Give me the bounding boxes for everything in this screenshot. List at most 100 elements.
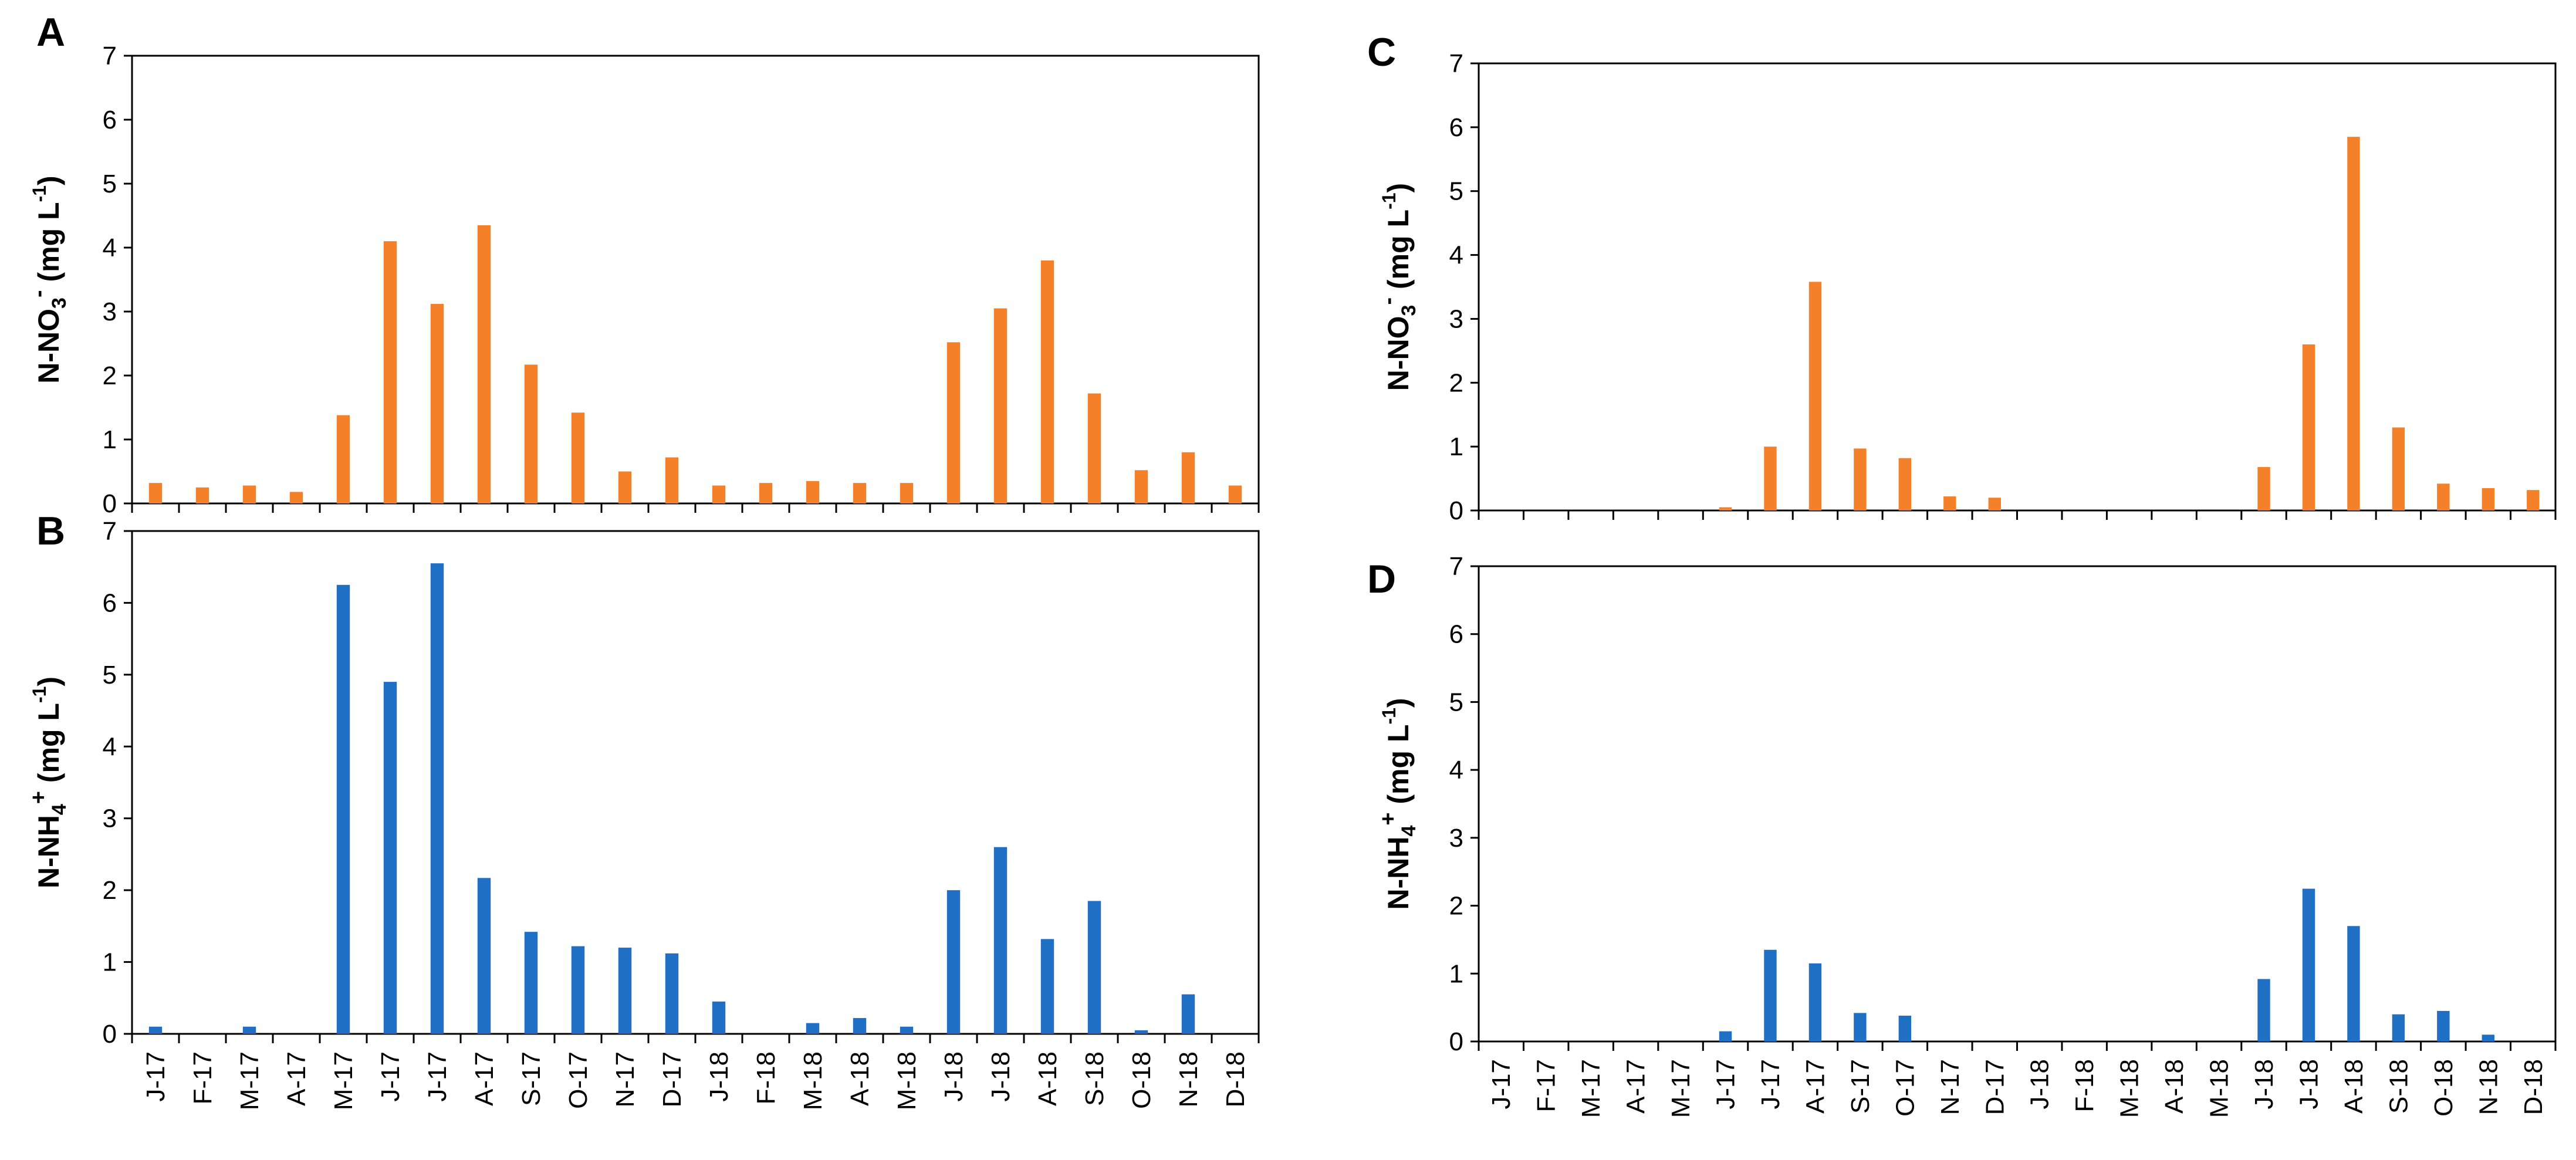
x-category-label: N-17: [611, 1051, 640, 1107]
x-category-label: J-17: [141, 1051, 170, 1102]
bar-c-6: [1764, 447, 1777, 510]
bar-b-7: [477, 878, 491, 1034]
x-category-label: F-18: [2070, 1059, 2099, 1112]
bar-a-9: [571, 412, 585, 503]
bar-d-18: [2302, 888, 2315, 1041]
y-tick-label: 2: [1449, 368, 1463, 397]
bar-a-8: [524, 364, 538, 503]
bar-a-19: [1040, 260, 1054, 503]
x-category-label: O-18: [2429, 1059, 2458, 1117]
bar-d-21: [2437, 1010, 2450, 1041]
y-axis-label: N-NH4+ (mg L-1): [26, 677, 70, 888]
bar-b-2: [242, 1026, 256, 1034]
bar-a-23: [1228, 485, 1242, 503]
bar-b-16: [900, 1026, 914, 1034]
bar-a-1: [195, 487, 209, 503]
x-category-label: F-17: [188, 1051, 217, 1104]
bar-c-22: [2482, 488, 2495, 510]
bar-d-8: [1854, 1013, 1867, 1041]
y-tick-label: 4: [103, 234, 117, 262]
bar-b-4: [336, 584, 350, 1034]
y-tick-label: 1: [103, 948, 117, 977]
bar-d-9: [1898, 1016, 1912, 1041]
x-category-label: J-18: [2250, 1059, 2278, 1110]
panel-b: B 0 1 2 3 4 5 6 7 J-17 F-17 M-17 A-17 M-17 J-17 J-17 A-1…: [26, 509, 1260, 1110]
y-tick-label: 3: [103, 804, 117, 833]
bar-a-17: [946, 342, 961, 503]
bar-a-14: [806, 481, 820, 503]
y-tick-label: 5: [1449, 688, 1463, 716]
bar-a-15: [853, 483, 867, 503]
y-tick-label: 7: [1449, 49, 1463, 78]
bar-c-19: [2347, 137, 2360, 510]
x-category-label: A-18: [1033, 1051, 1062, 1106]
y-tick-label: 2: [1449, 892, 1463, 921]
x-category-label: D-18: [2519, 1059, 2548, 1115]
y-tick-label: 5: [1449, 177, 1463, 206]
x-category-label: N-18: [2474, 1059, 2503, 1115]
bar-c-5: [1719, 507, 1732, 510]
x-category-label: S-18: [2384, 1059, 2413, 1114]
panel-letter: D: [1367, 557, 1396, 601]
panel-a: A 0 1 2 3 4 5 6 7 N-NO3- (mg L-1): [26, 10, 1260, 518]
bar-c-20: [2392, 427, 2405, 510]
x-category-label: S-17: [1846, 1059, 1875, 1114]
bar-c-21: [2437, 483, 2450, 510]
x-category-label: F-18: [752, 1051, 780, 1104]
x-category-label: J-18: [939, 1051, 968, 1102]
bar-c-9: [1898, 458, 1912, 510]
x-category-label: M-18: [2205, 1059, 2234, 1118]
bar-d-17: [2257, 979, 2270, 1041]
panel-c: C 0 1 2 3 4 5 6 7 N-NO3- (mg L-1): [1367, 30, 2557, 525]
x-category-label: J-17: [423, 1051, 452, 1102]
x-category-label: M-18: [799, 1051, 827, 1110]
y-tick-label: 1: [1449, 959, 1463, 988]
bar-b-19: [1040, 939, 1054, 1034]
bar-c-7: [1808, 282, 1822, 510]
bar-b-9: [571, 946, 585, 1034]
bar-b-15: [853, 1018, 867, 1034]
bar-a-2: [242, 485, 256, 503]
bar-a-7: [477, 225, 491, 503]
x-category-label: D-17: [658, 1051, 687, 1107]
x-category-label: J-17: [1712, 1059, 1740, 1110]
x-category-label: J-18: [2294, 1059, 2323, 1110]
bar-a-20: [1087, 393, 1101, 503]
y-tick-label: 5: [103, 661, 117, 689]
x-category-label: J-17: [1756, 1059, 1785, 1110]
x-category-label: A-17: [1622, 1059, 1651, 1114]
bar-a-12: [712, 485, 726, 503]
x-category-label: N-18: [1174, 1051, 1203, 1107]
x-category-label: J-17: [1487, 1059, 1516, 1110]
y-tick-label: 6: [103, 589, 117, 617]
y-tick-label: 4: [103, 732, 117, 761]
bar-b-22: [1181, 994, 1195, 1034]
x-category-label: D-17: [1980, 1059, 2009, 1115]
bar-b-17: [946, 890, 961, 1034]
bar-c-18: [2302, 344, 2315, 510]
y-tick-label: 1: [103, 425, 117, 454]
bar-a-0: [148, 483, 163, 503]
x-category-label: A-18: [2340, 1059, 2368, 1114]
panel-letter: B: [36, 509, 65, 553]
y-tick-label: 4: [1449, 756, 1463, 784]
x-category-label: A-17: [1801, 1059, 1830, 1114]
bar-b-6: [430, 563, 444, 1034]
panel-d: D 0 1 2 3 4 5 6 7 J-17 F-17 M-17 A-17 M-17 J-17 J-17 A-1…: [1367, 552, 2557, 1118]
bar-a-16: [900, 483, 914, 503]
bar-b-5: [383, 682, 397, 1034]
x-category-label: F-17: [1532, 1059, 1561, 1112]
x-category-label: A-17: [282, 1051, 311, 1106]
x-category-label: N-17: [1936, 1059, 1965, 1115]
y-tick-label: 7: [103, 42, 117, 70]
y-tick-label: 5: [103, 170, 117, 198]
x-category-label: A-17: [470, 1051, 499, 1106]
bar-d-22: [2482, 1034, 2495, 1041]
y-tick-label: 7: [103, 517, 117, 546]
x-category-label: J-17: [376, 1051, 405, 1102]
bar-c-10: [1943, 496, 1956, 510]
bar-c-8: [1854, 448, 1867, 510]
bar-b-0: [148, 1026, 163, 1034]
bar-a-5: [383, 241, 397, 503]
bar-d-5: [1719, 1031, 1732, 1041]
